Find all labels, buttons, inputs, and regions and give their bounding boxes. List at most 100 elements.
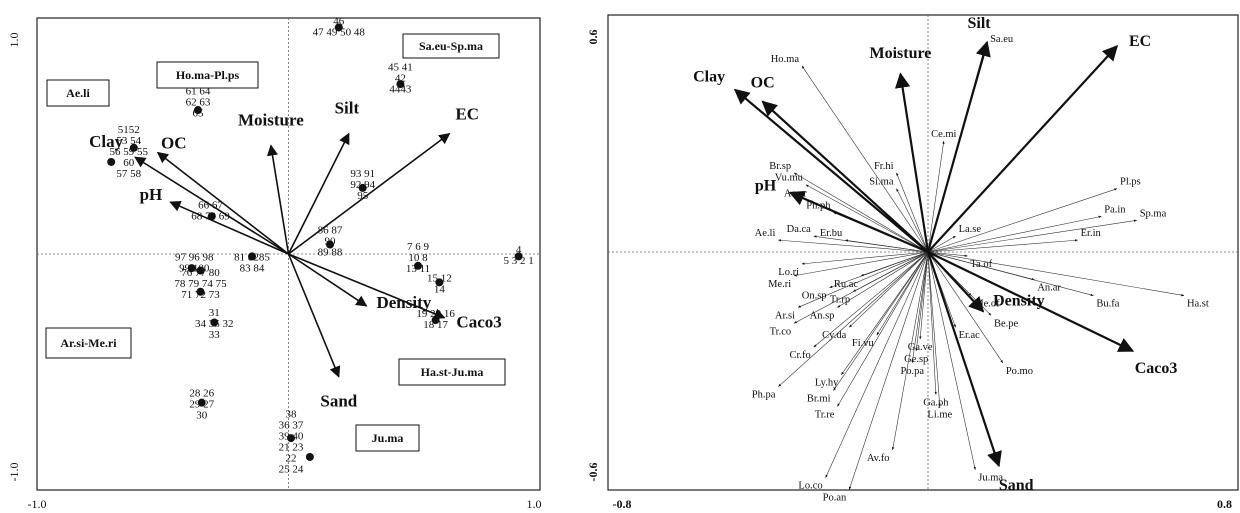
site-point — [196, 287, 205, 296]
species-arrow — [793, 251, 929, 324]
species-arrow — [891, 251, 929, 451]
site-label: 83 84 — [240, 262, 265, 274]
species-label: Ga.ve — [908, 342, 933, 353]
env-arrow-label: OC — [161, 134, 187, 153]
species-label: Po.mo — [1006, 366, 1033, 377]
x-tick-label: 1.0 — [527, 497, 542, 511]
site-label: 56 59 55 — [110, 146, 149, 158]
species-label: Sa.eu — [990, 34, 1014, 45]
env-arrow — [288, 132, 451, 255]
site-label: 25 24 — [279, 464, 304, 476]
species-label: Br.sp — [769, 161, 791, 172]
species-label: Po.pa — [900, 366, 924, 377]
site-point — [196, 266, 205, 275]
species-label: On.sp — [802, 291, 827, 302]
env-arrow-label: Moisture — [869, 45, 931, 62]
site-label: 5152 — [118, 124, 140, 136]
species-label: Ae.li — [755, 228, 776, 239]
site-point — [334, 23, 343, 32]
group-box: Ho.ma-Pl.ps — [156, 61, 259, 89]
group-box: Sa.eu-Sp.ma — [402, 33, 500, 59]
species-arrow — [927, 251, 1185, 297]
env-arrow — [926, 40, 991, 253]
left-ordination-plot: -1.0 1.0 1.0 -1.0 Clay OC pH Moisture Silt EC Caco… — [7, 15, 542, 511]
species-label: Ge.sp — [904, 354, 928, 365]
species-arrow — [915, 251, 929, 352]
env-arrow — [927, 45, 1119, 253]
species-label: Pl.ps — [1120, 177, 1141, 188]
species-arrow — [927, 251, 976, 471]
env-arrow — [761, 100, 929, 253]
env-arrow — [894, 72, 930, 253]
group-box-label: Ha.st-Ju.ma — [421, 365, 484, 379]
site-point — [325, 240, 334, 249]
env-arrow-label: Sand — [999, 477, 1034, 494]
species-arrow — [927, 251, 941, 407]
species-label: Ga.ph — [923, 398, 949, 409]
site-point — [431, 316, 440, 325]
species-arrow — [927, 219, 1137, 253]
group-box-frame — [398, 358, 506, 386]
site-label: 42 — [395, 73, 406, 85]
species-label: Fr.hi — [874, 161, 894, 172]
species-label: Br.mi — [807, 394, 831, 405]
species-arrow — [845, 239, 929, 253]
species-arrow — [829, 251, 929, 288]
species-label: Cy.da — [822, 330, 846, 341]
species-arrow — [825, 251, 929, 478]
site-label: 30 — [196, 409, 208, 421]
species-arrow — [896, 188, 929, 253]
site-point — [514, 252, 523, 261]
species-arrow — [911, 251, 929, 364]
species-label: Er.in — [1081, 228, 1102, 239]
species-arrow — [927, 188, 1118, 253]
site-label: 21 23 — [279, 442, 304, 454]
site-label: 78 79 74 75 — [174, 278, 227, 290]
species-arrow — [778, 251, 929, 387]
x-tick-label: 0.8 — [1217, 497, 1232, 511]
site-point — [396, 80, 405, 89]
group-box-frame — [46, 79, 110, 107]
species-label: Ho.ma — [771, 54, 800, 65]
site-label: 53 54 — [116, 135, 141, 147]
site-label: 14 — [434, 284, 446, 296]
env-arrow-label: Density — [376, 293, 431, 312]
env-arrow — [927, 251, 985, 313]
env-arrow-label: Clay — [693, 69, 725, 86]
group-box: Ae.li — [46, 79, 110, 107]
species-arrow — [927, 239, 1078, 253]
site-label: 57 58 — [116, 168, 141, 180]
env-arrow — [156, 151, 289, 255]
species-arrow — [927, 251, 1004, 364]
species-label: Si.ma — [869, 177, 894, 188]
env-arrow-label: Clay — [89, 132, 124, 151]
site-label: 22 — [286, 453, 297, 465]
species-label: Ar.si — [775, 310, 795, 321]
species-arrow — [813, 251, 929, 348]
env-arrow — [287, 132, 350, 255]
site-label: 60 — [123, 157, 135, 169]
env-arrow — [927, 251, 1135, 352]
species-label: Tr.rp — [830, 295, 850, 306]
env-arrow-label: Sand — [320, 392, 357, 411]
site-point — [129, 143, 138, 152]
species-arrow — [778, 239, 929, 253]
site-group: 7 6 910 813 11 — [406, 241, 430, 275]
site-point — [435, 278, 444, 287]
species-arrow — [919, 251, 929, 340]
group-box: Ar.si-Me.ri — [45, 327, 132, 359]
site-label: 45 41 — [388, 62, 413, 74]
group-box: Ha.st-Ju.ma — [398, 358, 506, 386]
env-arrow-label: EC — [455, 105, 479, 124]
site-label: 38 — [286, 409, 298, 421]
site-point — [210, 318, 219, 327]
species-arrow — [797, 251, 929, 308]
site-point — [358, 183, 367, 192]
site-point — [305, 452, 314, 461]
species-arrow — [837, 251, 929, 308]
species-label: Er.bu — [820, 228, 843, 239]
site-label: 33 — [209, 329, 221, 341]
y-tick-label: 1.0 — [7, 33, 21, 48]
